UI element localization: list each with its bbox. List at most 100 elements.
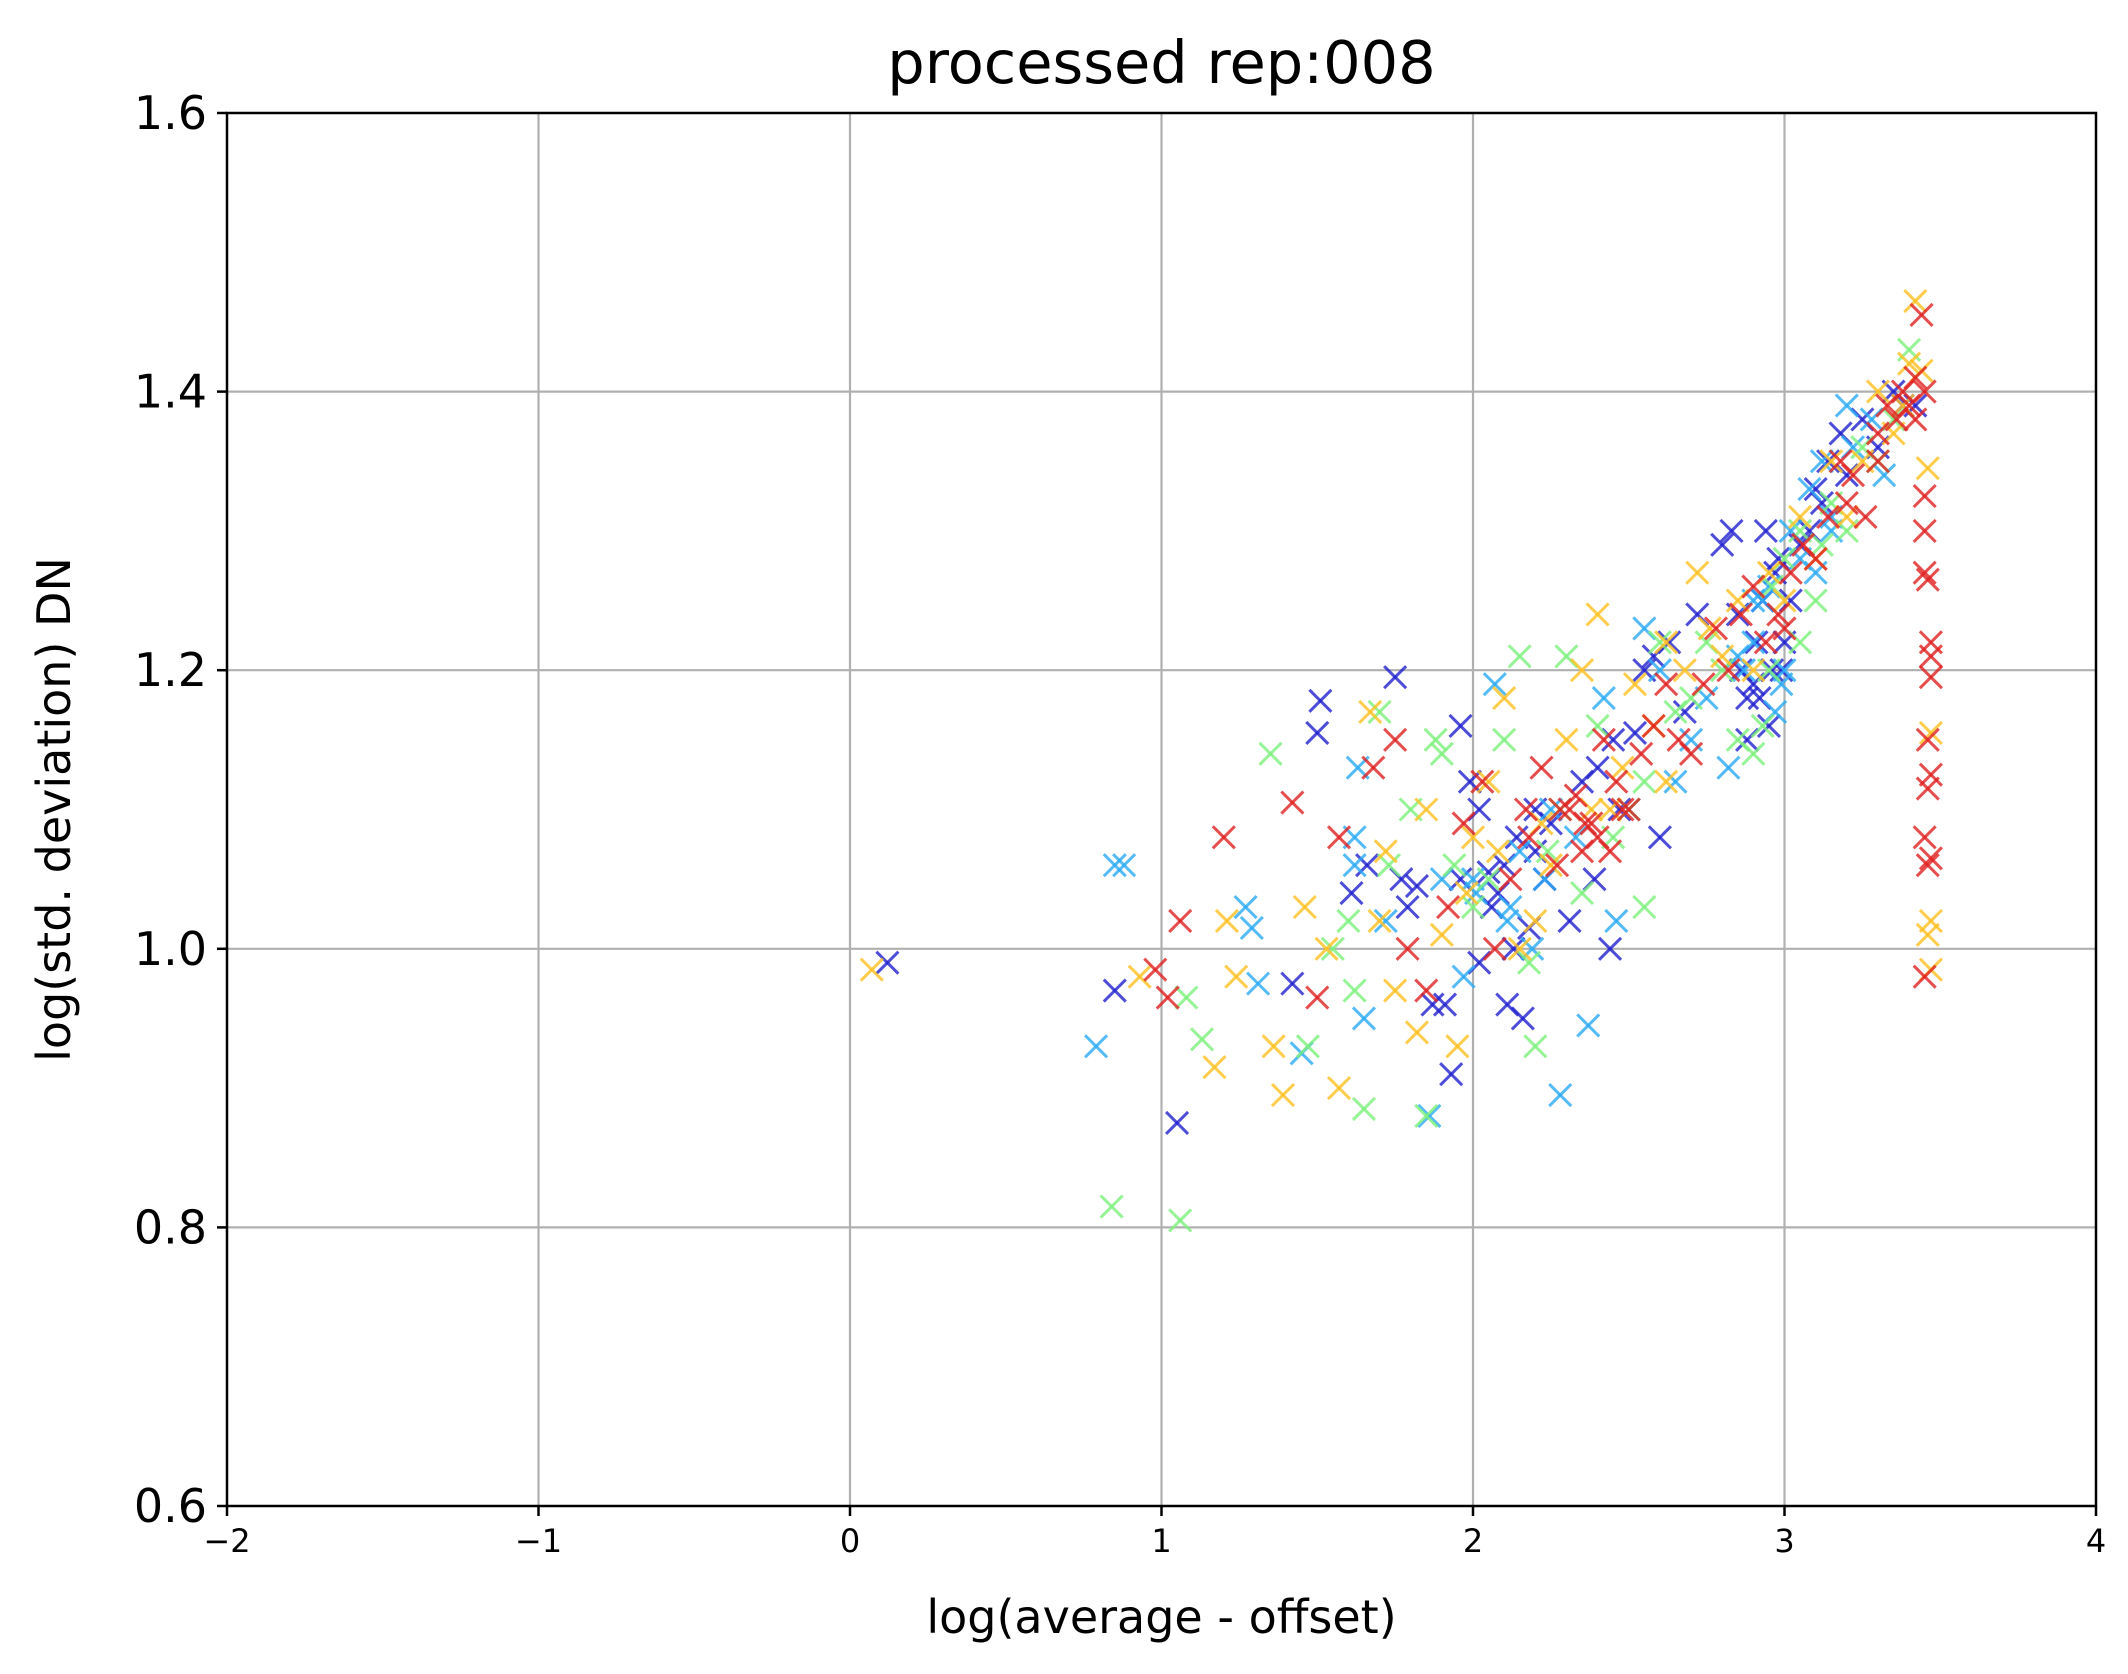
data-point: [1897, 351, 1922, 376]
data-point: [1915, 922, 1940, 947]
data-point: [1597, 936, 1623, 961]
data-point: [1127, 964, 1152, 989]
data-point: [1912, 560, 1937, 585]
data-point: [1753, 518, 1778, 543]
data-point: [1744, 630, 1769, 655]
data-point: [1383, 727, 1408, 752]
data-point: [1457, 769, 1482, 794]
data-point: [1816, 449, 1841, 474]
data-point: [1915, 727, 1940, 752]
data-point: [1663, 769, 1688, 794]
data-point: [1414, 797, 1439, 822]
data-point: [1342, 978, 1367, 1003]
data-point: [1685, 560, 1710, 585]
data-point: [1819, 449, 1844, 474]
x-tick-label: −2: [203, 1522, 250, 1560]
x-tick-label: 3: [1774, 1522, 1794, 1560]
data-point: [1604, 769, 1629, 794]
data-point: [1102, 978, 1127, 1003]
data-point: [1741, 658, 1766, 683]
data-point: [1112, 853, 1137, 878]
data-point: [1728, 602, 1753, 627]
x-tick-label: 1: [1151, 1522, 1171, 1560]
data-point: [1741, 574, 1766, 599]
data-point: [1495, 908, 1520, 934]
data-point: [1597, 797, 1623, 822]
data-point: [1803, 588, 1828, 613]
data-point: [1903, 407, 1928, 432]
data-point: [1485, 839, 1510, 864]
grid: [227, 113, 2096, 1506]
data-point: [1305, 720, 1330, 745]
data-point: [1834, 490, 1859, 516]
data-point: [1597, 839, 1623, 864]
data-point: [1448, 713, 1473, 738]
x-tick-label: −1: [515, 1522, 562, 1560]
data-point: [1766, 602, 1791, 627]
data-point: [1657, 630, 1682, 655]
y-tick-label: 1.6: [134, 86, 207, 140]
data-point: [1545, 853, 1570, 878]
data-point: [1280, 971, 1305, 996]
data-point: [1585, 713, 1610, 738]
data-point: [1439, 1062, 1464, 1087]
y-tick-label: 0.6: [134, 1479, 207, 1533]
data-point: [1507, 644, 1532, 669]
data-point: [1445, 1034, 1470, 1059]
x-tick-label: 2: [1463, 1522, 1483, 1560]
data-point: [1460, 825, 1486, 850]
data-point: [1538, 797, 1563, 822]
x-axis-ticks: −2 −1 0 1 2 3 4: [203, 1506, 2106, 1560]
data-point: [1482, 936, 1507, 961]
data-point: [1756, 713, 1781, 738]
data-point: [1647, 658, 1672, 683]
data-point: [1772, 588, 1797, 613]
data-point: [1355, 853, 1380, 878]
data-point: [1414, 978, 1439, 1003]
y-axis-label: log(std. deviation) DN: [27, 557, 81, 1062]
data-point: [875, 950, 900, 975]
data-point: [1576, 1013, 1601, 1038]
data-point: [1591, 685, 1616, 711]
data-point: [1610, 797, 1635, 822]
data-point: [1361, 755, 1386, 780]
data-point: [1099, 1194, 1124, 1219]
data-point: [1918, 762, 1943, 787]
data-point: [1691, 672, 1716, 697]
data-point: [1912, 825, 1937, 850]
data-point: [1616, 797, 1641, 822]
data-point: [1523, 908, 1548, 934]
data-point: [1336, 908, 1361, 934]
data-point: [1918, 908, 1943, 934]
data-point: [1834, 393, 1859, 418]
data-point: [1912, 964, 1937, 989]
data-point: [1872, 463, 1897, 488]
data-point: [1280, 790, 1305, 815]
scatter-points: [859, 288, 1943, 1233]
x-tick-label: 0: [840, 1522, 860, 1560]
data-point: [1915, 456, 1940, 481]
data-point: [1214, 908, 1239, 934]
data-point: [1753, 630, 1778, 655]
y-tick-label: 1.0: [134, 922, 207, 976]
data-point: [1647, 630, 1672, 655]
data-point: [1202, 1055, 1227, 1080]
data-point: [1292, 894, 1317, 920]
data-point: [1909, 302, 1934, 328]
x-tick-label: 4: [2086, 1522, 2106, 1560]
data-point: [1915, 853, 1940, 878]
data-point: [1710, 644, 1735, 669]
data-point: [1233, 894, 1258, 920]
data-point: [1476, 769, 1501, 794]
data-point: [1270, 1083, 1296, 1108]
data-point: [1604, 908, 1629, 934]
data-point: [1557, 908, 1582, 934]
data-point: [1912, 484, 1937, 509]
data-point: [1716, 658, 1741, 683]
data-point: [1513, 797, 1539, 822]
data-point: [1569, 881, 1595, 906]
data-point: [1404, 874, 1429, 899]
data-point: [1507, 839, 1532, 864]
data-point: [1476, 860, 1501, 885]
data-point: [1538, 853, 1563, 878]
